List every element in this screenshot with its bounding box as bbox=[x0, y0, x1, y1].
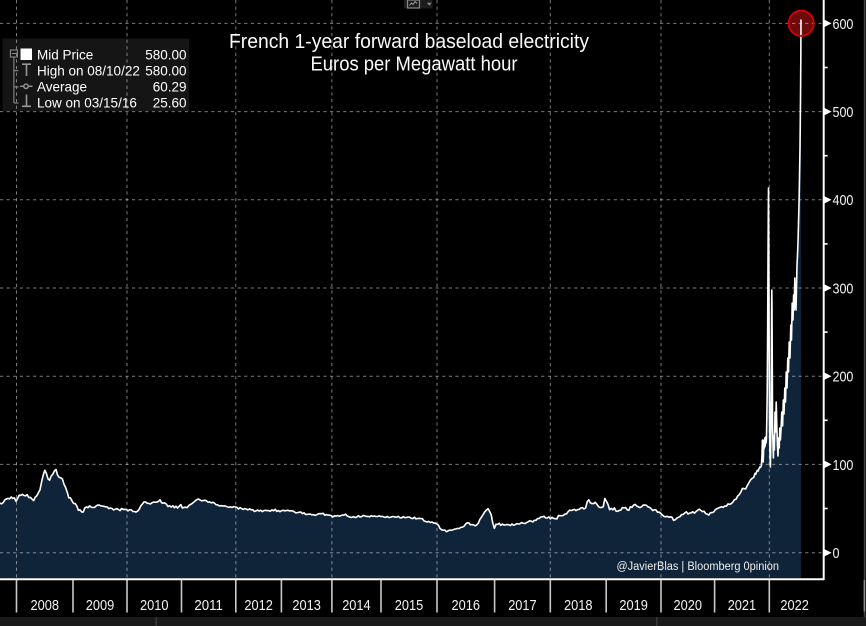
svg-text:@JavierBlas | Bloomberg 0pinio: @JavierBlas | Bloomberg 0pinion bbox=[617, 561, 780, 573]
svg-text:2012: 2012 bbox=[244, 598, 273, 614]
svg-text:2013: 2013 bbox=[292, 598, 321, 614]
svg-text:2017: 2017 bbox=[508, 598, 537, 614]
svg-text:High on 08/10/22: High on 08/10/22 bbox=[37, 63, 140, 78]
svg-text:2019: 2019 bbox=[619, 598, 648, 614]
svg-text:2020: 2020 bbox=[674, 598, 703, 614]
svg-text:2021: 2021 bbox=[728, 598, 757, 614]
svg-text:580.00: 580.00 bbox=[145, 47, 186, 62]
svg-text:0: 0 bbox=[833, 545, 840, 562]
svg-text:French 1-year forward baseload: French 1-year forward baseload electrici… bbox=[229, 31, 589, 53]
svg-text:2011: 2011 bbox=[194, 598, 223, 614]
svg-text:2014: 2014 bbox=[342, 598, 371, 614]
svg-text:600: 600 bbox=[833, 16, 854, 33]
svg-text:2010: 2010 bbox=[140, 598, 169, 614]
svg-text:Mid Price: Mid Price bbox=[37, 47, 93, 62]
svg-text:Average: Average bbox=[37, 80, 87, 95]
svg-text:2016: 2016 bbox=[452, 598, 481, 614]
svg-text:2018: 2018 bbox=[564, 598, 593, 614]
svg-text:2008: 2008 bbox=[31, 598, 60, 614]
svg-text:200: 200 bbox=[833, 369, 854, 386]
svg-text:400: 400 bbox=[833, 192, 854, 209]
svg-text:500: 500 bbox=[833, 104, 854, 121]
svg-text:100: 100 bbox=[833, 457, 854, 474]
svg-text:25.60: 25.60 bbox=[153, 96, 187, 111]
svg-text:2009: 2009 bbox=[86, 598, 115, 614]
svg-text:2022: 2022 bbox=[780, 598, 809, 614]
svg-text:Low on 03/15/16: Low on 03/15/16 bbox=[37, 96, 137, 111]
svg-text:580.00: 580.00 bbox=[145, 63, 186, 78]
svg-text:Euros per Megawatt hour: Euros per Megawatt hour bbox=[311, 54, 518, 76]
svg-text:60.29: 60.29 bbox=[153, 80, 187, 95]
svg-text:2015: 2015 bbox=[395, 598, 424, 614]
svg-text:300: 300 bbox=[833, 280, 854, 297]
